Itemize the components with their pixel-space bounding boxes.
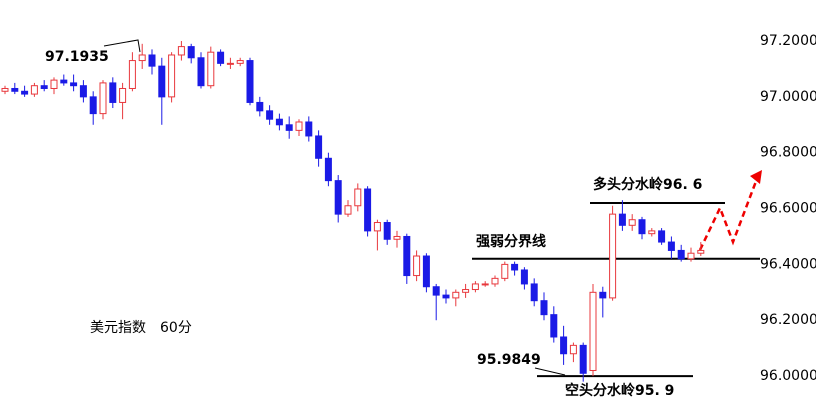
candle-body [295,121,303,131]
candle-body [569,344,577,355]
y-tick-label: 97.2000 [760,33,816,49]
candle-body [550,314,558,338]
candle-body [217,51,225,64]
candle-body [354,188,362,207]
high-annotation: 97.1935 [45,49,109,65]
candle-body [618,213,626,226]
candle-body [687,252,695,260]
candle-body [324,157,332,182]
arrow-head [750,170,762,184]
candle-body [501,263,509,279]
candle-body [70,82,78,87]
candle-body [667,241,675,251]
candle-body [315,135,323,159]
candle-body [138,54,146,62]
y-tick-label: 96.6000 [760,201,816,217]
y-tick-label: 96.0000 [760,368,816,384]
y-tick-label: 97.0000 [760,89,816,105]
candle-body [40,85,48,89]
candle-body [432,286,440,296]
candle-body [89,96,97,115]
candle-body [148,54,156,67]
candle-body [560,336,568,355]
candle-body [50,79,58,89]
candle-body [609,213,617,299]
candle-body [471,283,479,291]
candle-body [697,249,705,254]
candle-body [403,235,411,277]
low-annotation: 95.9849 [477,352,541,368]
annotation-leader [103,39,141,53]
candle-body [305,121,313,137]
candle-body [109,82,117,103]
candle-body [246,60,254,103]
projection-arrow [698,175,760,251]
level-label: 空头分水岭95. 9 [565,382,674,399]
candle-body [373,222,381,232]
candle-body [364,188,372,232]
candle-body [589,291,597,371]
candle-body [491,277,499,285]
candle-body [677,249,685,260]
level-label: 多头分水岭96. 6 [593,176,702,193]
candle-body [99,82,107,115]
candle-body [158,65,166,98]
candle-body [628,219,636,226]
candle-body [462,289,470,293]
y-tick-label: 96.2000 [760,312,816,328]
candle-body [658,230,666,243]
candle-body [119,87,127,103]
candle-body [648,230,656,235]
candle-body [236,60,244,64]
y-tick-label: 96.8000 [760,145,816,161]
candle-body [128,60,136,89]
candle-body [197,57,205,87]
candle-body [452,291,460,299]
candle-body [481,283,489,286]
candle-body [579,344,587,374]
candle-body [177,46,185,56]
candle-body [285,124,293,131]
candle-body [187,46,195,59]
candle-body [60,79,68,84]
candle-body [344,205,352,215]
candle-body [383,222,391,240]
candle-body [256,101,264,112]
candle-body [540,300,548,316]
candle-body [413,255,421,277]
candle-body [393,235,401,240]
candle-body [599,291,607,299]
candle-body [275,118,283,126]
candle-body [21,90,29,95]
candle-body [207,51,215,87]
candle-body [11,87,19,92]
y-tick-label: 96.4000 [760,256,816,272]
candle-body [266,110,274,120]
candle-body [638,219,646,235]
candle-body [422,255,430,288]
candle-body [168,54,176,98]
candle-body [1,87,9,92]
candle-body [334,180,342,215]
candle-body [79,85,87,98]
candle-body [442,294,450,299]
annotation-leader [534,367,566,376]
candle-body [511,263,519,271]
candle-body [30,85,38,95]
candle-body [530,283,538,302]
candle-body [520,269,528,285]
chart-title: 美元指数 60分 [90,320,192,336]
level-label: 强弱分界线 [476,233,546,250]
candle-body [226,62,234,65]
